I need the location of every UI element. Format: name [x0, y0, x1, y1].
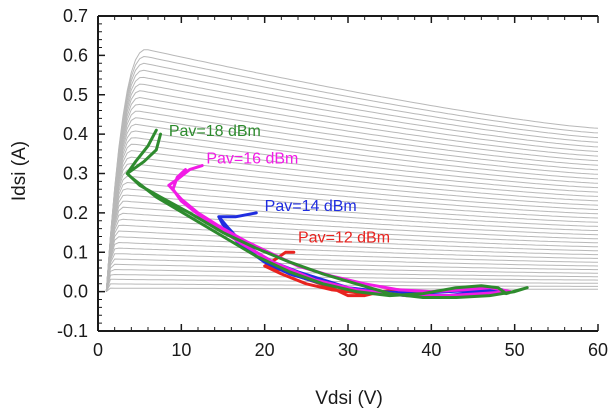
x-tick-label: 0 — [93, 340, 103, 360]
y-tick-label: 0.1 — [63, 242, 88, 262]
background-curve — [105, 55, 599, 292]
background-curve — [105, 110, 599, 292]
y-tick-label: 0.3 — [63, 164, 88, 184]
background-curve — [105, 76, 599, 292]
x-tick-label: 50 — [505, 340, 525, 360]
background-curve — [105, 224, 599, 292]
background-curve — [105, 263, 598, 292]
y-tick-label: 0.7 — [63, 6, 88, 26]
x-tick-label: 60 — [588, 340, 608, 360]
y-tick-label: 0.6 — [63, 45, 88, 65]
x-tick-label: 20 — [255, 340, 275, 360]
background-curve — [105, 188, 599, 292]
series-label-3: Pav=18 dBm — [169, 123, 261, 140]
background-curve — [105, 283, 598, 292]
x-tick-label: 30 — [338, 340, 358, 360]
background-curve — [105, 194, 599, 292]
series-label-1: Pav=14 dBm — [265, 198, 357, 215]
background-curve — [105, 130, 599, 292]
background-curve — [105, 268, 598, 292]
background-curve — [105, 83, 599, 292]
background-curve — [105, 206, 599, 292]
y-tick-label: -0.1 — [57, 321, 88, 341]
series-layer — [125, 128, 529, 299]
y-tick-label: 0.4 — [63, 124, 88, 144]
background-curve — [105, 218, 599, 292]
series-annotations: Pav=12 dBm Pav=14 dBm Pav=16 dBm Pav=18 dBm — [169, 123, 390, 246]
background-curve — [105, 181, 599, 292]
y-tick-label: 0.0 — [63, 282, 88, 302]
background-curve — [105, 90, 599, 292]
background-curve — [105, 143, 599, 292]
tick-labels: 0 10 20 30 40 50 60 -0.1 0.0 0.1 0.2 0.3 0.4 0.5 0.6 0.… — [57, 6, 608, 360]
background-curve — [105, 123, 599, 292]
background-curve — [105, 137, 599, 292]
background-curve — [105, 258, 598, 292]
background-curve — [105, 156, 599, 292]
series-line-3 — [125, 128, 529, 299]
background-curve — [105, 247, 598, 292]
y-tick-label: 0.5 — [63, 85, 88, 105]
x-axis-label: Vdsi (V) — [315, 388, 383, 409]
background-curve — [105, 49, 599, 292]
series-label-0: Pav=12 dBm — [298, 229, 390, 246]
series-label-2: Pav=16 dBm — [206, 151, 298, 168]
background-curve — [105, 117, 599, 292]
background-curve — [105, 169, 599, 292]
y-axis-label: Idsi (A) — [9, 141, 30, 201]
background-curve — [105, 103, 599, 292]
y-tick-label: 0.2 — [63, 203, 88, 223]
background-iv-curves — [105, 49, 599, 292]
background-curve — [105, 150, 599, 292]
background-curve — [105, 273, 599, 292]
background-curve — [105, 175, 599, 292]
background-curve — [105, 241, 598, 292]
background-curve — [105, 69, 599, 292]
background-curve — [105, 253, 599, 292]
background-curve — [105, 62, 599, 292]
background-curve — [105, 96, 599, 292]
series-line-0 — [263, 250, 417, 298]
background-curve — [105, 236, 598, 292]
background-curve — [105, 230, 598, 292]
x-tick-label: 10 — [171, 340, 191, 360]
x-tick-label: 40 — [421, 340, 441, 360]
